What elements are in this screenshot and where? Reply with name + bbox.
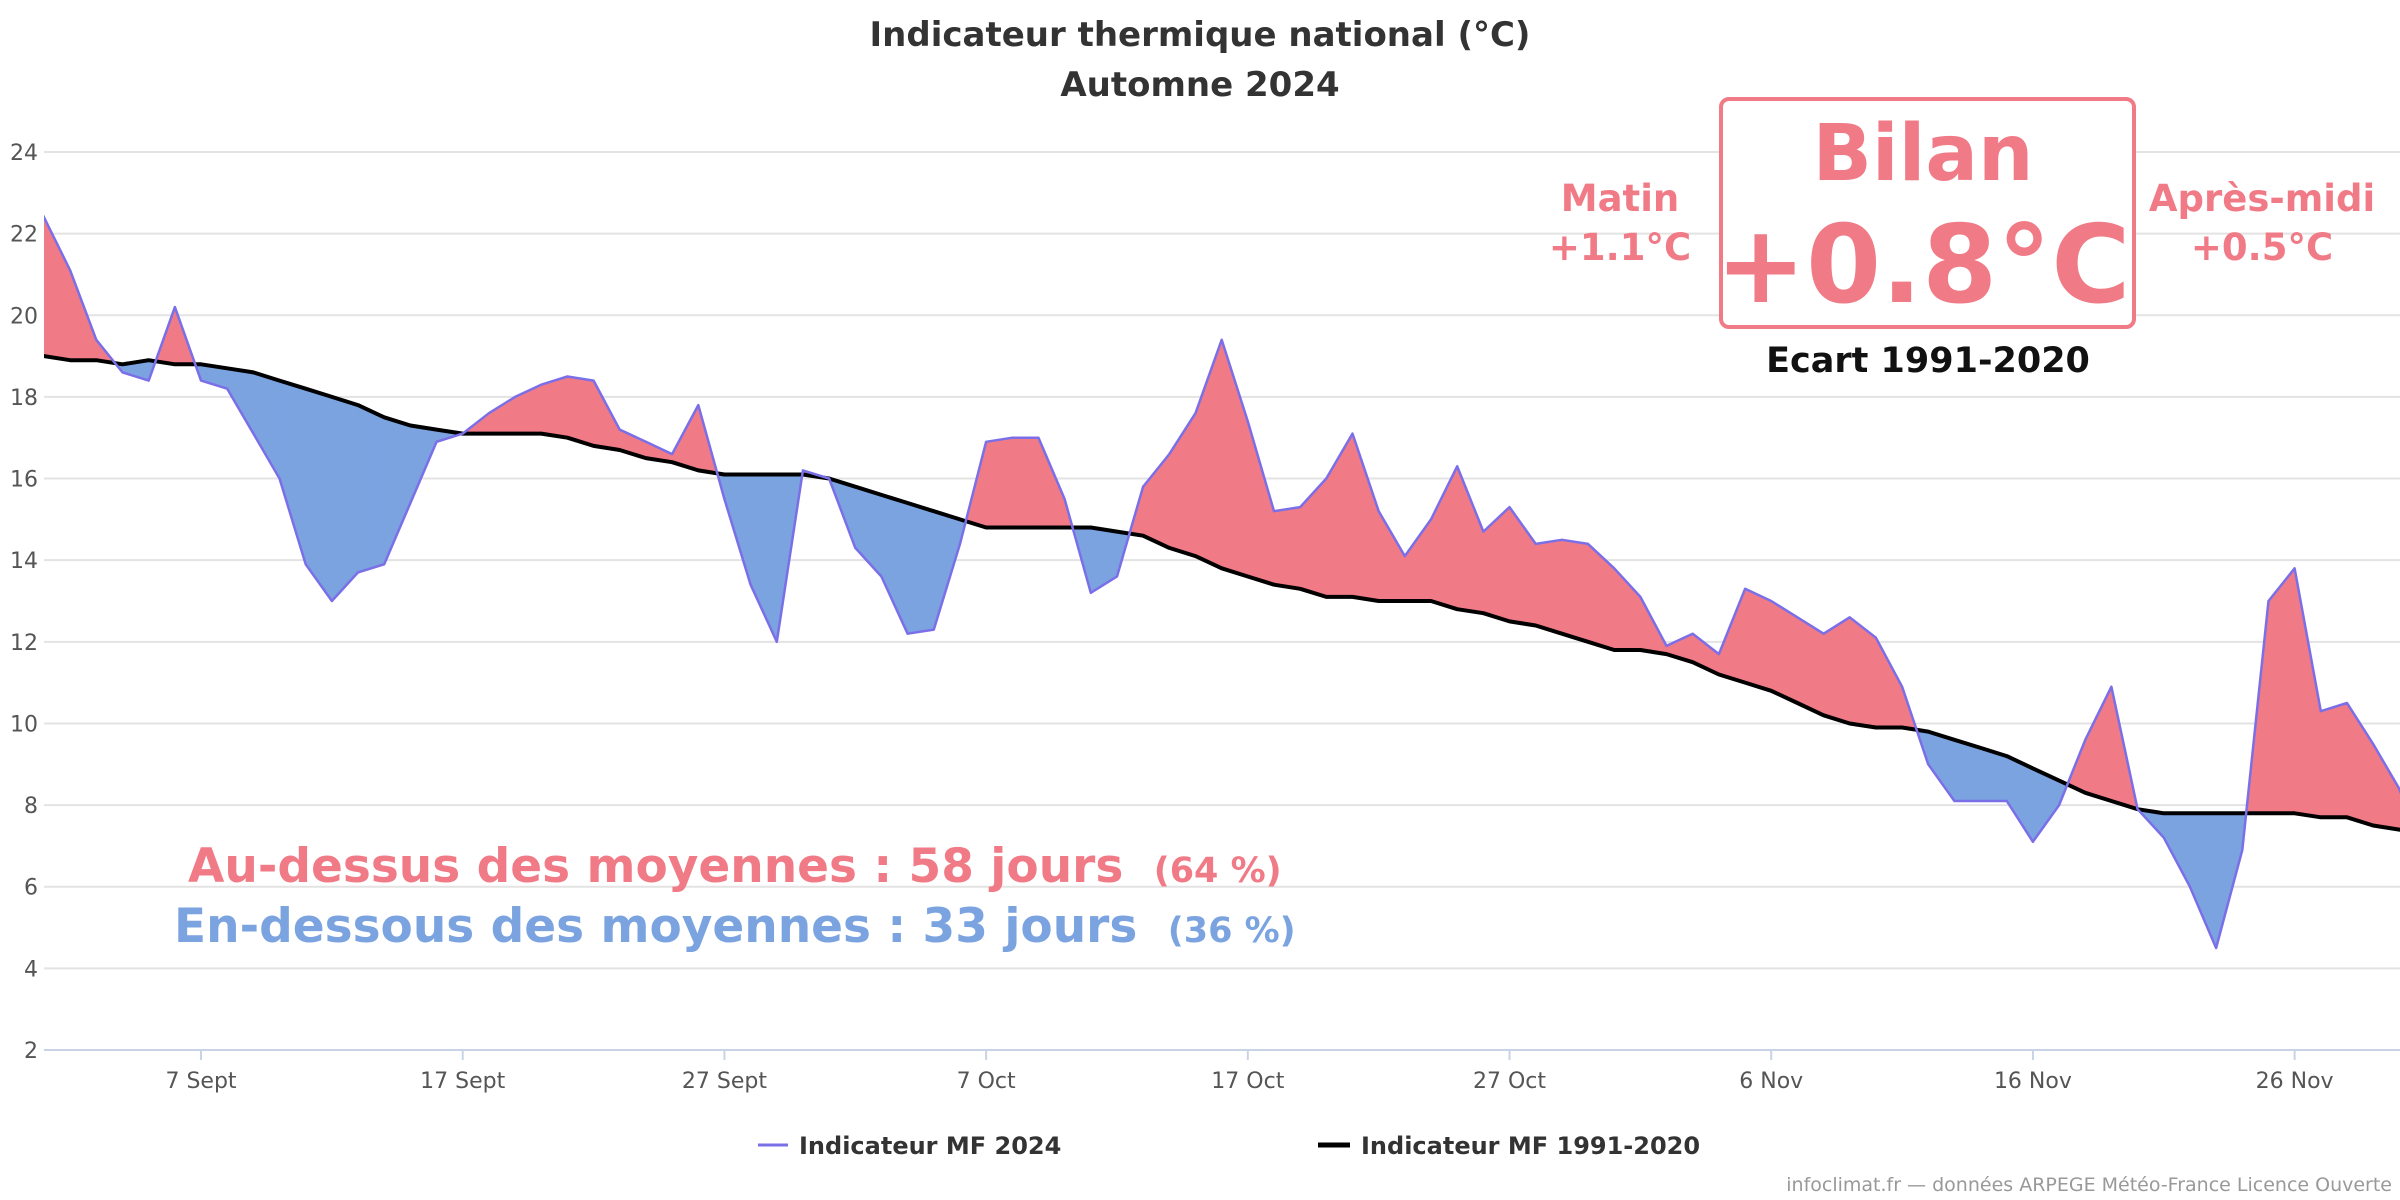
above-area-segment: [1352, 433, 1379, 602]
above-area-segment: [1483, 506, 1510, 622]
below-area-segment: [1927, 731, 1955, 802]
y-tick-label: 14: [10, 549, 38, 574]
data-credit: infoclimat.fr — données ARPEGE Météo-Fra…: [1786, 1174, 2392, 1196]
above-area-segment: [44, 217, 71, 361]
x-axis-ticks: 7 Sept 17 Sept 27 Sept 7 Oct 17 Oct 27 Oct 6 N…: [165, 1050, 2334, 1094]
above-area-segment: [1273, 506, 1301, 590]
afternoon-label: Après-midi: [2149, 177, 2375, 220]
y-tick-label: 20: [10, 304, 38, 329]
x-tick-label: 26 Nov: [2256, 1069, 2334, 1094]
above-area-segment: [2320, 702, 2348, 818]
below-area-segment: [2006, 755, 2034, 843]
below-area-segment: [1090, 527, 1118, 594]
x-tick-label: 27 Sept: [682, 1069, 767, 1094]
legend-item-2024[interactable]: Indicateur MF 2024: [758, 1132, 1061, 1160]
y-tick-label: 16: [10, 468, 38, 493]
above-area-segment: [1378, 510, 1406, 602]
above-area-segment: [1875, 637, 1903, 728]
x-tick-label: 17 Sept: [420, 1069, 505, 1094]
above-area-segment: [1718, 588, 1746, 684]
below-area-segment: [383, 416, 411, 565]
above-area-segment: [1404, 518, 1432, 602]
below-average-summary: En-dessous des moyennes : 33 jours (36 %…: [174, 899, 1296, 954]
below-area-segment: [331, 396, 359, 602]
below-area-segment: [933, 510, 961, 630]
above-area-segment: [488, 396, 516, 434]
y-tick-label: 18: [10, 386, 38, 411]
y-tick-label: 2: [24, 1039, 38, 1064]
bilan-title: Bilan: [1812, 109, 2033, 199]
chart-title: Indicateur thermique national (°C): [870, 15, 1531, 55]
above-area-segment: [2268, 567, 2295, 814]
above-area-segment: [1011, 437, 1039, 528]
legend-item-normal[interactable]: Indicateur MF 1991-2020: [1318, 1132, 1700, 1160]
bilan-box: [1719, 97, 2136, 329]
x-tick-label: 17 Oct: [1211, 1069, 1284, 1094]
morning-label: Matin: [1561, 177, 1680, 220]
x-tick-label: 16 Nov: [1994, 1069, 2072, 1094]
below-area-segment: [253, 371, 280, 480]
y-tick-label: 10: [10, 712, 38, 737]
below-area-segment: [881, 494, 908, 634]
morning-value: +1.1°C: [1549, 226, 1691, 269]
above-area-segment: [567, 376, 594, 447]
above-average-summary: Au-dessus des moyennes : 58 jours (64 %): [188, 839, 1282, 894]
above-area-segment: [593, 380, 621, 451]
y-tick-label: 12: [10, 631, 38, 656]
above-area-segment: [1142, 453, 1170, 549]
above-summary-pct: (64 %): [1154, 851, 1282, 891]
above-area-segment: [1038, 437, 1065, 528]
afternoon-value: +0.5°C: [2191, 226, 2333, 269]
legend-label-2024: Indicateur MF 2024: [799, 1132, 1061, 1160]
above-area-segment: [1456, 466, 1484, 614]
bilan-reference-period: Ecart 1991-2020: [1766, 341, 2090, 381]
above-area-segment: [1299, 477, 1327, 598]
y-tick-label: 22: [10, 223, 38, 248]
y-tick-label: 8: [24, 794, 38, 819]
series-line-2024: [44, 214, 2400, 950]
above-area-segment: [1535, 539, 1563, 635]
above-area-segment: [1744, 588, 1772, 692]
x-tick-label: 27 Oct: [1473, 1069, 1546, 1094]
series-line-normal: [44, 354, 2400, 832]
below-area-segment: [226, 367, 254, 435]
above-area-segment: [2372, 742, 2400, 830]
x-tick-label: 6 Nov: [1739, 1069, 1803, 1094]
above-summary-text: Au-dessus des moyennes : 58 jours: [188, 839, 1123, 894]
above-area-segment: [540, 376, 568, 439]
below-area-segment: [2189, 812, 2217, 949]
legend: Indicateur MF 2024 Indicateur MF 1991-20…: [758, 1132, 1700, 1160]
legend-label-normal: Indicateur MF 1991-2020: [1361, 1132, 1700, 1160]
above-area-segment: [1247, 421, 1275, 586]
series-lines: [44, 214, 2400, 950]
x-tick-label: 7 Sept: [165, 1069, 236, 1094]
above-area-segment: [1221, 339, 1249, 577]
above-area-segment: [985, 437, 1013, 528]
below-area-segment: [2163, 812, 2191, 887]
y-tick-label: 6: [24, 876, 38, 901]
below-area-segment: [279, 380, 307, 565]
x-tick-label: 7 Oct: [957, 1069, 1016, 1094]
above-area-segment: [2085, 686, 2112, 802]
below-summary-text: En-dessous des moyennes : 33 jours: [174, 899, 1137, 954]
below-area-segment: [750, 474, 778, 642]
chart-subtitle: Automne 2024: [1060, 65, 1339, 105]
y-tick-label: 24: [10, 141, 38, 166]
above-area-segment: [1430, 466, 1458, 610]
deviation-areas: [44, 216, 2400, 949]
bilan-value: +0.8°C: [1715, 203, 2130, 328]
below-area-segment: [357, 404, 385, 573]
above-area-segment: [1561, 539, 1589, 643]
below-area-segment: [907, 502, 935, 635]
above-area-segment: [1613, 567, 1641, 651]
above-area-segment: [1823, 616, 1850, 724]
below-summary-pct: (36 %): [1168, 911, 1296, 951]
below-area-segment: [1954, 739, 1981, 802]
y-tick-label: 4: [24, 957, 38, 982]
below-area-segment: [2215, 812, 2243, 949]
